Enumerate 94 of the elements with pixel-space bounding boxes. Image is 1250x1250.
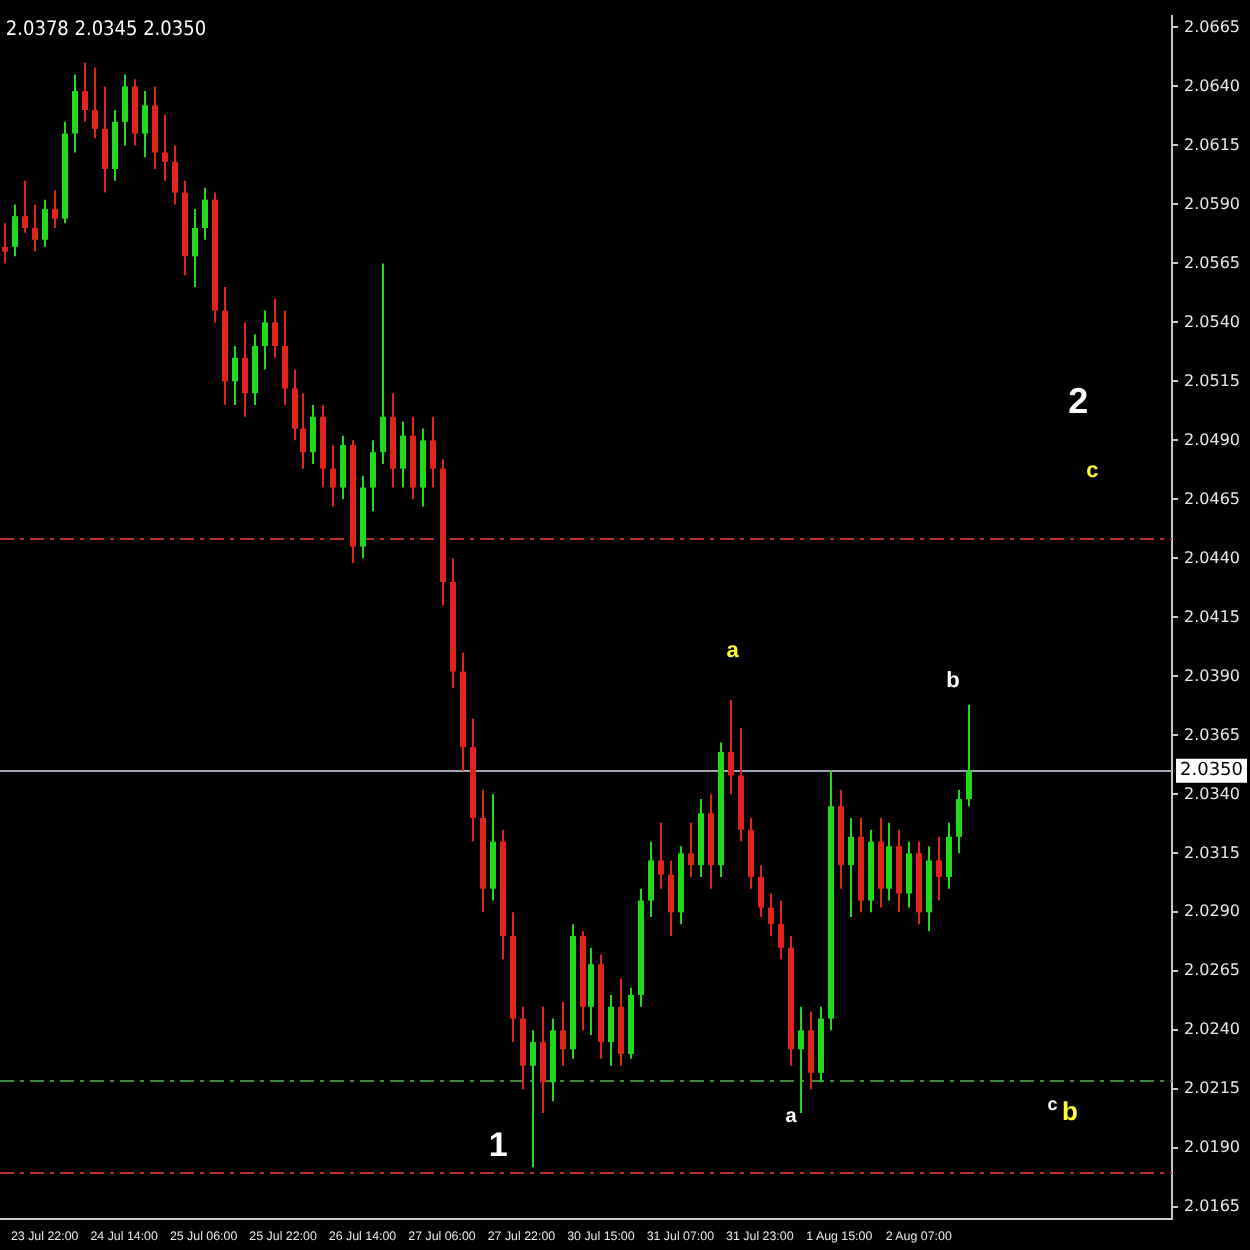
y-tick-label: 2.0640	[1184, 76, 1241, 95]
candlestick	[878, 816, 884, 909]
annotation: 2	[1068, 381, 1089, 422]
y-tick-label: 2.0190	[1184, 1138, 1241, 1157]
candlestick	[32, 203, 38, 253]
candlestick	[588, 946, 594, 1037]
candlestick	[530, 1029, 536, 1169]
candlestick	[768, 892, 774, 937]
candlestick	[330, 444, 336, 508]
y-tick-label: 2.0515	[1184, 371, 1241, 390]
candlestick	[52, 189, 58, 229]
y-tick-label: 2.0565	[1184, 253, 1241, 272]
candlestick	[966, 703, 972, 808]
y-tick-label: 2.0215	[1184, 1079, 1241, 1098]
candlestick	[242, 321, 248, 418]
candlestick	[490, 793, 496, 902]
y-tick-label: 2.0340	[1184, 784, 1241, 803]
y-tick-label: 2.0440	[1184, 548, 1241, 567]
y-tick-label: 2.0390	[1184, 666, 1241, 685]
candlestick	[82, 61, 88, 123]
candlestick	[272, 297, 278, 359]
candlestick	[886, 821, 892, 902]
y-tick-label: 2.0665	[1184, 17, 1241, 36]
candlestick	[758, 864, 764, 919]
y-tick-label: 2.0490	[1184, 430, 1241, 449]
candlestick	[808, 1010, 814, 1091]
candlestick	[42, 198, 48, 248]
ref-line-label: 2.0350	[1180, 761, 1244, 782]
candlestick	[798, 1005, 804, 1114]
candlestick	[668, 859, 674, 937]
candlestick	[608, 993, 614, 1067]
annotation: a	[726, 639, 741, 664]
candlestick	[380, 262, 386, 465]
candlestick	[430, 415, 436, 489]
candlestick	[202, 186, 208, 241]
y-tick-label: 2.0240	[1184, 1020, 1241, 1039]
y-tick-label: 2.0265	[1184, 961, 1241, 980]
y-tick-label: 2.0415	[1184, 607, 1241, 626]
candlestick	[688, 821, 694, 878]
candlestick	[848, 816, 854, 919]
candlestick	[122, 73, 128, 147]
candlestick	[152, 85, 158, 170]
annotation: c	[1086, 458, 1099, 483]
candlestick	[192, 208, 198, 288]
annotation: 2.0378 2.0345 2.0350	[5, 19, 207, 42]
y-tick-label: 2.0365	[1184, 725, 1241, 744]
candlestick	[936, 835, 942, 902]
annotation: a	[785, 1106, 798, 1129]
candlestick	[420, 427, 426, 508]
candlestick	[906, 840, 912, 909]
y-tick-label: 2.0590	[1184, 194, 1241, 213]
annotation: b	[1062, 1096, 1079, 1127]
y-tick-label: 2.0540	[1184, 312, 1241, 331]
candlestick	[162, 113, 168, 182]
annotation: b	[946, 669, 961, 694]
candlestick	[102, 85, 108, 194]
candlestick	[92, 66, 98, 140]
candlestick	[252, 333, 258, 406]
candlestick	[728, 698, 734, 796]
candlestick	[112, 108, 118, 182]
candlestick	[172, 144, 178, 206]
y-tick-label: 2.0315	[1184, 843, 1241, 862]
candlestick	[520, 1005, 526, 1091]
candlestick	[648, 840, 654, 919]
candlestick	[292, 368, 298, 442]
candlestick	[300, 392, 306, 470]
y-tick-label: 2.0465	[1184, 489, 1241, 508]
y-tick-label: 2.0290	[1184, 902, 1241, 921]
candlestick	[282, 309, 288, 406]
candlestick	[232, 344, 238, 406]
candlestick	[618, 977, 624, 1067]
candlestick	[956, 788, 962, 855]
candlestick	[778, 899, 784, 961]
y-tick-label: 2.0165	[1184, 1197, 1241, 1216]
candlestick	[22, 179, 28, 234]
candlestick	[2, 222, 8, 265]
y-tick-label: 2.0615	[1184, 135, 1241, 154]
candlestick	[262, 309, 268, 371]
candlestick	[400, 420, 406, 489]
candlestick	[370, 439, 376, 513]
annotation: c	[1047, 1093, 1058, 1114]
candlestick	[748, 816, 754, 890]
candlestick	[658, 821, 664, 890]
candlestick	[946, 821, 952, 890]
candlestick	[310, 403, 316, 465]
candlestick	[132, 78, 138, 147]
candlestick	[72, 73, 78, 154]
candlestick	[340, 434, 346, 501]
candlestick	[12, 203, 18, 258]
annotation: 1	[488, 1126, 508, 1165]
candlestick	[560, 1001, 566, 1067]
candlestick	[896, 828, 902, 914]
candlestick	[540, 1005, 546, 1114]
candlestick	[142, 90, 148, 159]
